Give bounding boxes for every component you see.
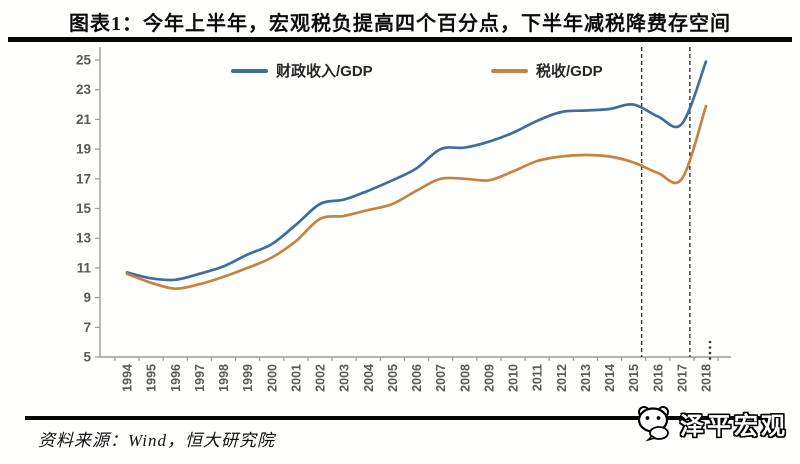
svg-text:2011: 2011: [531, 364, 545, 391]
svg-text:2006: 2006: [410, 364, 424, 392]
svg-text:2015: 2015: [627, 364, 641, 392]
svg-text:1999: 1999: [241, 364, 255, 392]
source-text: 资料来源：Wind，恒大研究院: [38, 431, 275, 450]
zeping-macro-logo: 泽平宏观: [632, 404, 788, 442]
svg-text:1998: 1998: [217, 364, 231, 392]
svg-text:1994: 1994: [121, 364, 135, 392]
svg-text:2016: 2016: [651, 364, 665, 392]
svg-text:2012: 2012: [555, 364, 569, 392]
chart-area: 5 7 9 11 13 15 17 19 21 23 25 1994 1995 1996 1997 1998 1…: [76, 47, 731, 392]
svg-text:17: 17: [76, 171, 91, 186]
page-title: 图表1：今年上半年，宏观税负提高四个百分点，下半年减税降费存空间: [69, 13, 731, 35]
svg-text:11: 11: [77, 260, 92, 275]
svg-text:19: 19: [76, 142, 91, 157]
svg-text:2013: 2013: [579, 364, 593, 392]
svg-text:2001: 2001: [289, 364, 303, 392]
svg-text:2010: 2010: [507, 364, 521, 392]
svg-text:5: 5: [83, 350, 91, 365]
svg-text:2004: 2004: [362, 364, 376, 392]
footer-divider: [25, 416, 775, 420]
svg-text:2003: 2003: [338, 364, 352, 392]
svg-text:1997: 1997: [193, 364, 207, 392]
svg-text:15: 15: [76, 201, 92, 216]
svg-text:1996: 1996: [169, 364, 183, 392]
svg-text:7: 7: [83, 320, 91, 335]
line-chart-svg: 5 7 9 11 13 15 17 19 21 23 25 1994 1995 1996 1997 1998 1…: [76, 47, 731, 392]
svg-text:2007: 2007: [434, 364, 448, 392]
panda-face-icon: [637, 406, 669, 442]
svg-text:9: 9: [83, 290, 91, 305]
svg-text:2018: 2018: [700, 364, 714, 392]
svg-text:23: 23: [76, 82, 92, 97]
svg-text:2017: 2017: [675, 364, 689, 392]
svg-text:25: 25: [76, 53, 92, 68]
svg-text:1995: 1995: [145, 364, 159, 392]
svg-text:13: 13: [76, 231, 92, 246]
svg-text:2002: 2002: [314, 364, 328, 392]
title-divider: [8, 37, 792, 42]
logo-text: 泽平宏观: [680, 412, 788, 440]
svg-text:21: 21: [76, 112, 92, 127]
svg-text:2014: 2014: [603, 364, 617, 392]
svg-text:2008: 2008: [458, 364, 472, 392]
svg-text:2005: 2005: [386, 364, 400, 392]
svg-text:2009: 2009: [482, 364, 496, 392]
svg-text:2000: 2000: [265, 364, 279, 392]
